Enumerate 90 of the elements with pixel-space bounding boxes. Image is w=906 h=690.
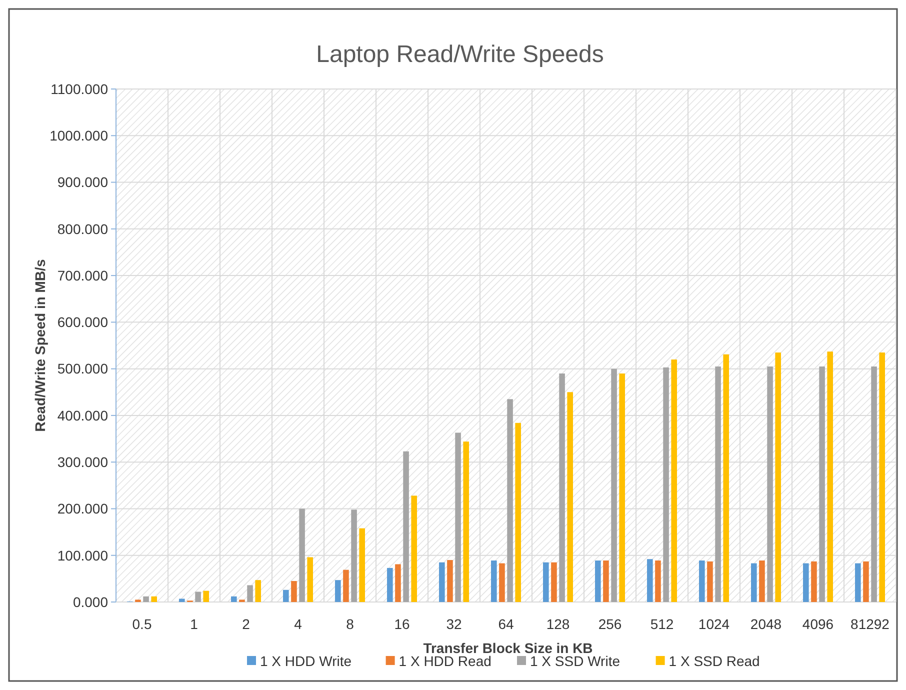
x-tick-label: 64 [498, 616, 514, 632]
bar [567, 392, 573, 602]
bar [775, 352, 781, 602]
bar [559, 373, 565, 602]
y-tick-label: 500.000 [57, 360, 108, 377]
y-tick-label: 1100.000 [50, 80, 108, 97]
bar [707, 561, 713, 602]
bar [819, 366, 825, 602]
bar [663, 367, 669, 602]
bar [499, 563, 505, 602]
bar [247, 585, 253, 602]
bar [515, 422, 521, 602]
bar [723, 354, 729, 602]
legend-label: 1 X SSD Read [668, 653, 760, 669]
y-tick-label: 200.000 [57, 500, 108, 517]
bar [767, 366, 773, 602]
bar [671, 359, 677, 602]
y-tick-label: 1000.000 [50, 128, 108, 144]
x-tick-label: 16 [394, 616, 410, 632]
bar [871, 366, 877, 602]
x-tick-label: 4096 [802, 616, 834, 632]
y-axis-title: Read/Write Speed in MB/s [32, 259, 48, 432]
x-tick-label: 2048 [750, 616, 782, 632]
bar [759, 560, 765, 602]
bar [551, 562, 557, 602]
bar [403, 451, 409, 602]
bar [395, 564, 401, 602]
bar [595, 560, 601, 602]
y-tick-label: 300.000 [57, 454, 108, 470]
bar [143, 596, 149, 602]
bar [655, 560, 661, 602]
x-tick-label: 1024 [698, 616, 730, 632]
bar [447, 560, 453, 602]
bar [343, 570, 349, 602]
y-tick-label: 800.000 [57, 220, 108, 237]
bar [507, 399, 513, 602]
bar [855, 563, 861, 602]
bar [463, 442, 469, 602]
bar [863, 561, 869, 602]
bar [307, 557, 313, 602]
bar [715, 366, 721, 602]
y-tick-label: 100.000 [57, 547, 108, 564]
bar [283, 590, 289, 602]
bar [803, 563, 809, 602]
bar [335, 580, 341, 602]
x-tick-label: 4 [294, 616, 302, 632]
legend-label: 1 X HDD Read [398, 653, 492, 669]
bar [543, 562, 549, 602]
bar [203, 590, 209, 602]
bar [439, 562, 445, 602]
bar [455, 432, 461, 602]
bar [411, 496, 417, 602]
bar [811, 561, 817, 602]
chart-title: Laptop Read/Write Speeds [316, 41, 604, 68]
legend-label: 1 X SSD Write [530, 653, 620, 669]
x-tick-label: 32 [446, 616, 462, 632]
bar [351, 510, 357, 602]
bar [291, 581, 297, 602]
bar [231, 596, 237, 602]
bar [699, 560, 705, 602]
x-tick-label: 8 [346, 616, 354, 632]
y-tick-label: 600.000 [57, 314, 108, 330]
x-tick-label: 81292 [850, 616, 890, 632]
bar [195, 592, 201, 602]
x-tick-label: 2 [242, 616, 250, 632]
x-tick-label: 1 [190, 616, 198, 632]
bar [827, 352, 833, 602]
y-tick-label: 400.000 [57, 407, 108, 424]
bar [491, 560, 497, 602]
y-tick-label: 0.000 [72, 594, 108, 610]
bar [299, 508, 305, 602]
legend-label: 1 X HDD Write [260, 653, 352, 669]
x-tick-label: 0.5 [132, 616, 152, 632]
y-tick-label: 900.000 [57, 174, 108, 190]
bar [151, 596, 157, 602]
bar [387, 568, 393, 602]
y-tick-label: 700.000 [57, 267, 108, 284]
x-tick-label: 256 [598, 616, 622, 632]
bar [611, 368, 617, 602]
bar [751, 563, 757, 602]
bar [879, 352, 885, 602]
x-tick-label: 128 [546, 616, 570, 632]
x-axis-title: Transfer Block Size in KB [423, 640, 593, 656]
bar [255, 580, 261, 602]
x-tick-label: 512 [650, 616, 674, 632]
bar [619, 373, 625, 602]
bar [647, 559, 653, 602]
bar [359, 528, 365, 602]
bar [603, 560, 609, 602]
bar [179, 598, 185, 602]
